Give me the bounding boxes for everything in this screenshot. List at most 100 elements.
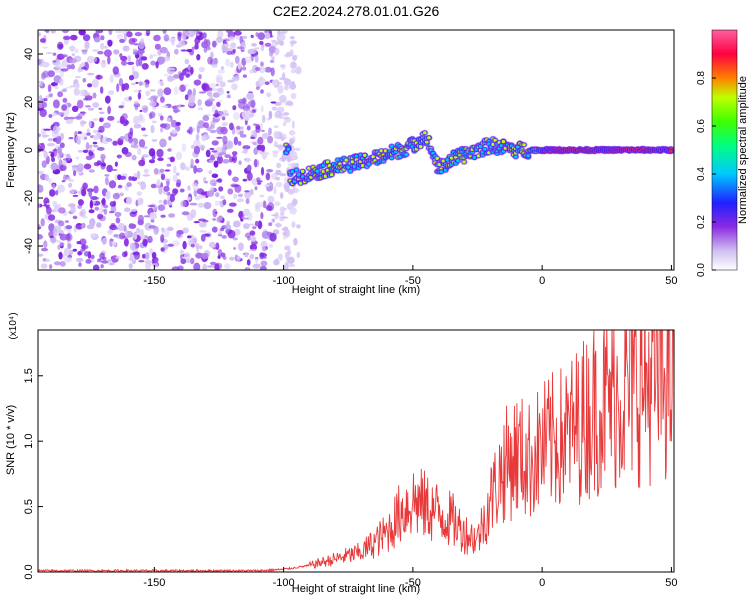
- noise-speck: [84, 40, 90, 50]
- spectrogram-y-label: Frequency (Hz): [5, 112, 17, 188]
- noise-speck: [236, 198, 244, 203]
- noise-speck: [267, 202, 275, 212]
- noise-speck: [143, 33, 147, 36]
- noise-speck: [145, 90, 151, 97]
- noise-speck: [65, 118, 74, 124]
- track-core: [294, 168, 299, 172]
- snr-x-label: Height of straight line (km): [292, 583, 420, 595]
- track-core: [456, 159, 460, 163]
- noise-speck: [98, 107, 103, 110]
- noise-speck: [59, 261, 66, 267]
- noise-speck: [142, 146, 148, 150]
- noise-speck: [258, 77, 266, 86]
- noise-speck: [219, 81, 226, 88]
- noise-speck: [232, 105, 237, 111]
- spectrogram-x-ticks: -150 -100 -50 0 50: [143, 265, 678, 287]
- colorbar-tick-label: 0.6: [696, 119, 707, 133]
- noise-speck: [133, 43, 139, 46]
- noise-speck: [184, 94, 189, 101]
- noise-speck: [210, 261, 217, 266]
- noise-speck: [236, 125, 241, 130]
- noise-speck: [182, 227, 189, 234]
- noise-speck: [296, 224, 301, 229]
- noise-speck: [133, 231, 138, 240]
- noise-speck: [52, 52, 57, 56]
- noise-speck: [178, 104, 182, 109]
- noise-speck: [59, 233, 68, 241]
- noise-speck: [80, 244, 89, 250]
- noise-speck: [284, 186, 290, 193]
- noise-speck: [245, 198, 250, 205]
- y-tick-label: 0.0: [23, 564, 35, 579]
- noise-speck: [201, 41, 208, 49]
- noise-speck: [48, 177, 52, 185]
- noise-speck: [73, 170, 77, 177]
- noise-speck: [290, 162, 297, 169]
- noise-speck: [176, 172, 180, 176]
- noise-speck: [133, 100, 139, 105]
- noise-speck: [52, 183, 56, 189]
- noise-speck: [115, 217, 121, 224]
- noise-speck: [175, 151, 183, 160]
- noise-speck: [110, 223, 116, 227]
- noise-speck: [70, 205, 76, 214]
- noise-speck: [290, 92, 297, 100]
- noise-speck: [131, 65, 135, 74]
- noise-speck: [136, 170, 141, 180]
- noise-speck: [100, 42, 105, 50]
- noise-speck: [274, 223, 282, 228]
- noise-speck: [107, 115, 115, 121]
- snr-multiplier: (x10⁴): [8, 312, 19, 339]
- noise-speck: [128, 38, 136, 45]
- colorbar-tick-label: 0.4: [696, 167, 707, 181]
- noise-speck: [144, 222, 152, 231]
- noise-speck: [218, 152, 223, 158]
- noise-speck: [38, 58, 42, 65]
- noise-speck: [110, 256, 114, 260]
- noise-speck: [56, 112, 65, 116]
- y-tick-label: 1.5: [23, 368, 35, 383]
- noise-speck: [269, 232, 277, 242]
- noise-speck: [220, 66, 225, 71]
- noise-speck: [147, 235, 153, 244]
- noise-speck: [89, 199, 94, 209]
- noise-speck: [229, 122, 234, 131]
- noise-speck: [218, 186, 224, 192]
- noise-speck: [126, 182, 132, 188]
- noise-speck: [43, 151, 48, 159]
- noise-speck: [224, 154, 231, 159]
- noise-speck: [97, 130, 103, 133]
- noise-speck: [88, 151, 94, 156]
- noise-speck: [87, 83, 93, 88]
- noise-speck: [58, 78, 64, 86]
- noise-speck: [124, 229, 129, 238]
- noise-speck: [114, 30, 123, 34]
- noise-speck: [124, 207, 131, 212]
- noise-speck: [160, 96, 165, 103]
- noise-speck: [115, 256, 122, 260]
- noise-speck: [249, 244, 253, 250]
- noise-speck: [201, 252, 209, 260]
- noise-speck: [128, 96, 132, 101]
- noise-speck: [163, 34, 170, 42]
- noise-speck: [212, 88, 219, 92]
- noise-speck: [63, 174, 67, 182]
- track-core: [526, 154, 530, 158]
- noise-speck: [265, 172, 271, 181]
- noise-speck: [70, 190, 74, 195]
- noise-speck: [232, 176, 239, 183]
- noise-speck: [160, 214, 166, 218]
- noise-speck: [206, 126, 212, 131]
- noise-speck: [268, 222, 273, 227]
- noise-speck: [216, 101, 221, 107]
- noise-speck: [244, 103, 248, 113]
- noise-speck: [149, 89, 156, 92]
- noise-speck: [180, 258, 187, 265]
- noise-speck: [260, 122, 263, 131]
- noise-speck: [161, 227, 165, 231]
- noise-speck: [82, 215, 88, 219]
- noise-speck: [87, 72, 95, 76]
- noise-speck: [257, 32, 266, 40]
- noise-speck: [273, 141, 278, 148]
- noise-speck: [247, 171, 253, 181]
